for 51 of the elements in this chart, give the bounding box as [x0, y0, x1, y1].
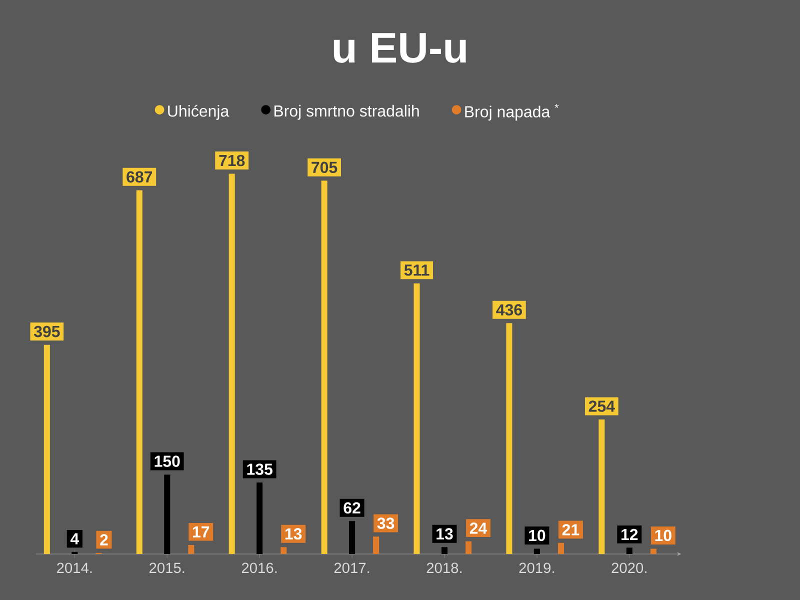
x-tick-label: 2015.	[150, 562, 184, 574]
data-label: 62	[344, 502, 360, 514]
bar	[466, 541, 472, 554]
bar	[506, 323, 512, 554]
bar	[136, 190, 142, 554]
bar	[558, 542, 564, 554]
bar	[373, 536, 380, 554]
data-label: 12	[622, 528, 638, 540]
data-label: 4	[70, 533, 80, 544]
data-label: 150	[154, 456, 180, 467]
bar	[164, 474, 170, 554]
data-label: 436	[496, 304, 522, 316]
data-label: 254	[588, 400, 615, 412]
legend-label: Uhićenja	[168, 104, 230, 120]
data-label: 135	[247, 464, 272, 475]
data-label: 395	[34, 326, 60, 338]
bar	[650, 548, 656, 554]
data-label: 13	[285, 528, 302, 540]
data-label: 21	[562, 524, 580, 536]
data-label: 10	[529, 530, 546, 542]
bar	[188, 545, 194, 554]
data-label: 2	[100, 534, 108, 546]
bar	[228, 174, 235, 554]
data-label: 511	[404, 264, 430, 276]
bar	[349, 521, 356, 554]
bar	[280, 547, 287, 554]
data-label: 24	[470, 522, 488, 534]
bar	[44, 344, 50, 554]
bar	[256, 482, 263, 554]
data-label: 705	[312, 162, 338, 174]
bar	[534, 548, 540, 554]
legend-label: Broj napada $^{*}$	[465, 104, 559, 121]
bar	[321, 180, 328, 554]
data-label: 10	[655, 530, 672, 542]
x-tick-label: 2019.	[519, 562, 554, 574]
x-tick-label: 2020.	[612, 562, 646, 574]
legend-label: Broj smrtno stradalih	[274, 104, 419, 120]
bar	[441, 547, 448, 554]
x-tick-label: 2016.	[242, 562, 277, 574]
data-label: 687	[126, 171, 152, 183]
data-label: 17	[192, 526, 210, 538]
chart-title: u EU-u	[334, 33, 466, 63]
bar	[626, 548, 632, 554]
bar	[414, 283, 420, 554]
x-tick-label: 2017.	[334, 562, 370, 574]
bar	[598, 419, 605, 554]
x-tick-label: 2014.	[57, 562, 92, 574]
data-label: 33	[377, 518, 394, 529]
data-label: 13	[436, 528, 453, 540]
data-label: 718	[219, 154, 245, 166]
x-tick-label: 2018.	[426, 562, 462, 574]
